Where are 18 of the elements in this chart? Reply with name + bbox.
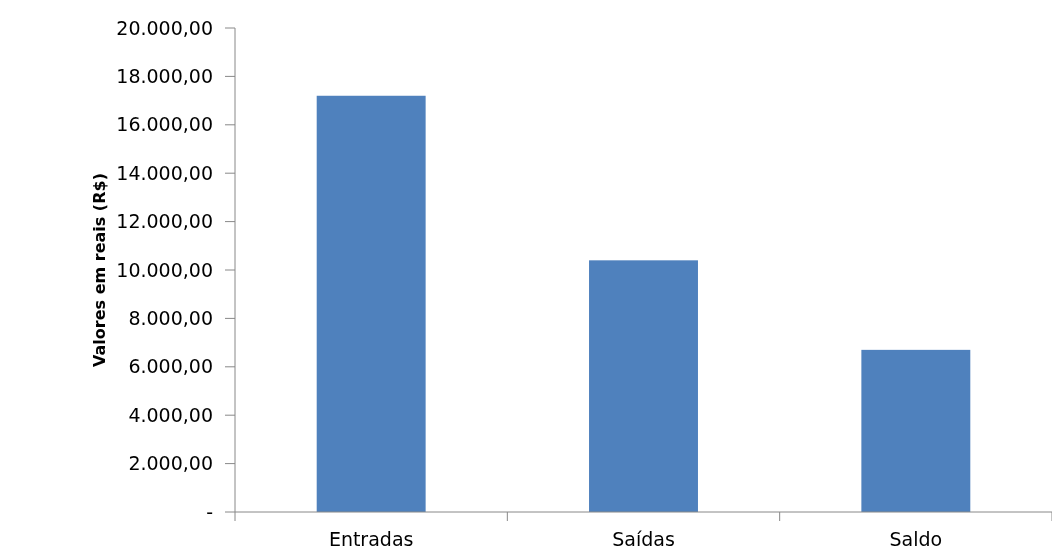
x-tick-label: Entradas [328,528,414,550]
y-tick-label: 16.000,00 [116,113,213,136]
bar [589,260,698,512]
y-tick-label: 4.000,00 [128,403,213,426]
y-tick-label: - [206,500,213,523]
y-tick-label: 2.000,00 [128,452,213,475]
y-tick-label: 18.000,00 [116,65,213,88]
y-tick-label: 14.000,00 [116,161,213,184]
x-tick-label: Saídas [612,528,675,550]
y-tick-label: 8.000,00 [128,307,213,330]
y-tick-label: 12.000,00 [116,210,213,233]
y-tick-label: 10.000,00 [116,258,213,281]
y-tick-label: 20.000,00 [116,16,213,39]
bar [861,349,971,512]
y-tick-label: 6.000,00 [128,355,213,378]
bar [316,95,426,512]
y-axis-title: Valores em reais (R$) [90,173,109,367]
x-tick-label: Saldo [889,528,943,550]
